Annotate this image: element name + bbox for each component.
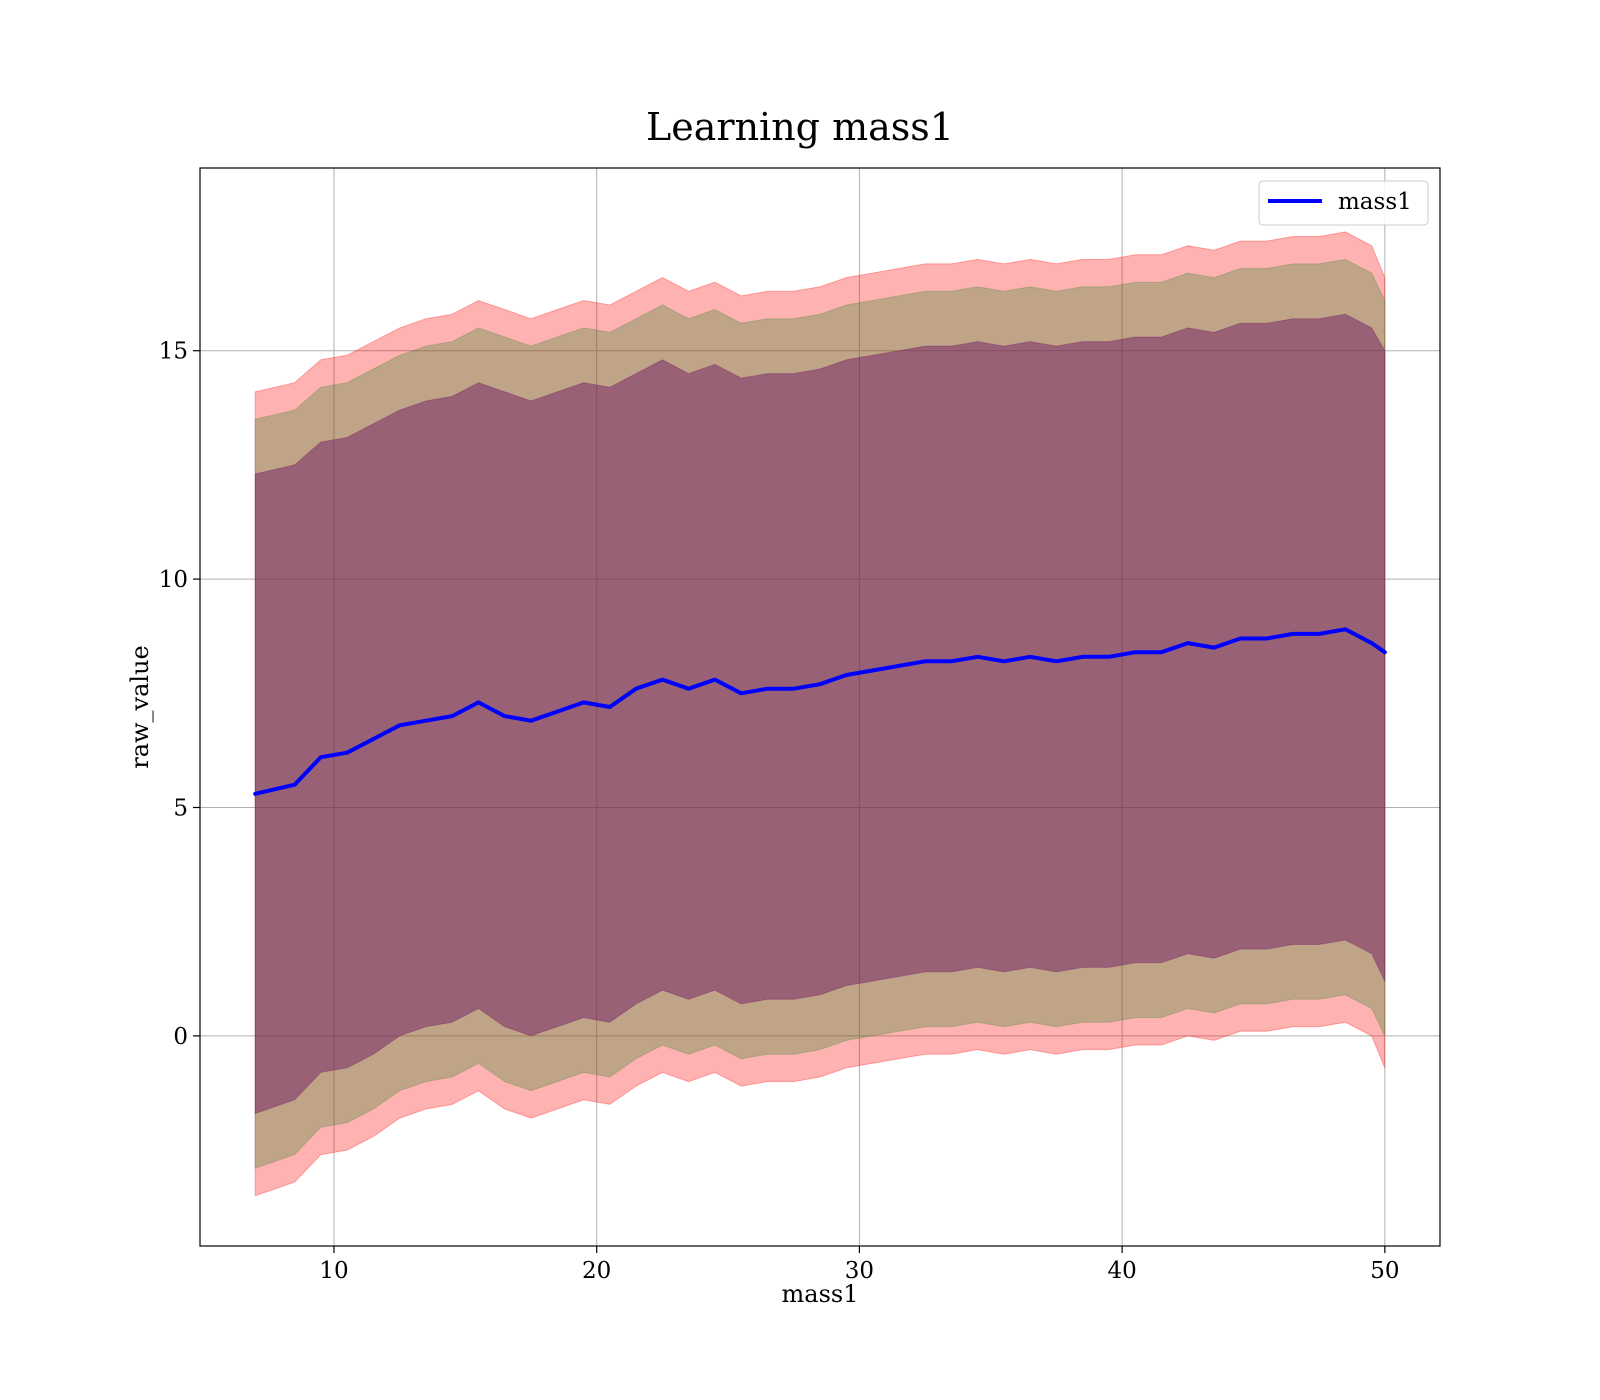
x-tick-label: 30	[845, 1258, 874, 1284]
x-tick-label: 20	[582, 1258, 611, 1284]
legend: mass1	[1258, 180, 1429, 226]
x-tick-label: 40	[1107, 1258, 1136, 1284]
x-tick-label: 50	[1370, 1258, 1399, 1284]
legend-box	[1258, 180, 1429, 226]
x-axis-label: mass1	[782, 1280, 859, 1308]
x-tick-label: 10	[319, 1258, 348, 1284]
grid-lines	[200, 168, 1440, 1246]
y-tick-label: 5	[173, 795, 188, 821]
plot-frame	[199, 167, 1441, 1247]
confidence-band-0	[254, 231, 1386, 1197]
y-axis-label: raw_value	[126, 645, 154, 769]
confidence-band-2	[254, 313, 1386, 1115]
confidence-bands	[254, 231, 1386, 1197]
chart-title: Learning mass1	[646, 105, 954, 149]
series-lines	[253, 627, 1387, 796]
y-axis-ticks: 0 5 10 15	[159, 339, 200, 1050]
legend-label-mass1: mass1	[1338, 189, 1412, 215]
x-axis-ticks: 10 20 30 40 50	[319, 1246, 1399, 1284]
confidence-band-1	[254, 258, 1386, 1170]
y-tick-label: 15	[159, 339, 188, 365]
y-tick-label: 0	[173, 1024, 188, 1050]
y-tick-label: 10	[159, 567, 188, 593]
series-line-mass1	[253, 627, 1387, 796]
